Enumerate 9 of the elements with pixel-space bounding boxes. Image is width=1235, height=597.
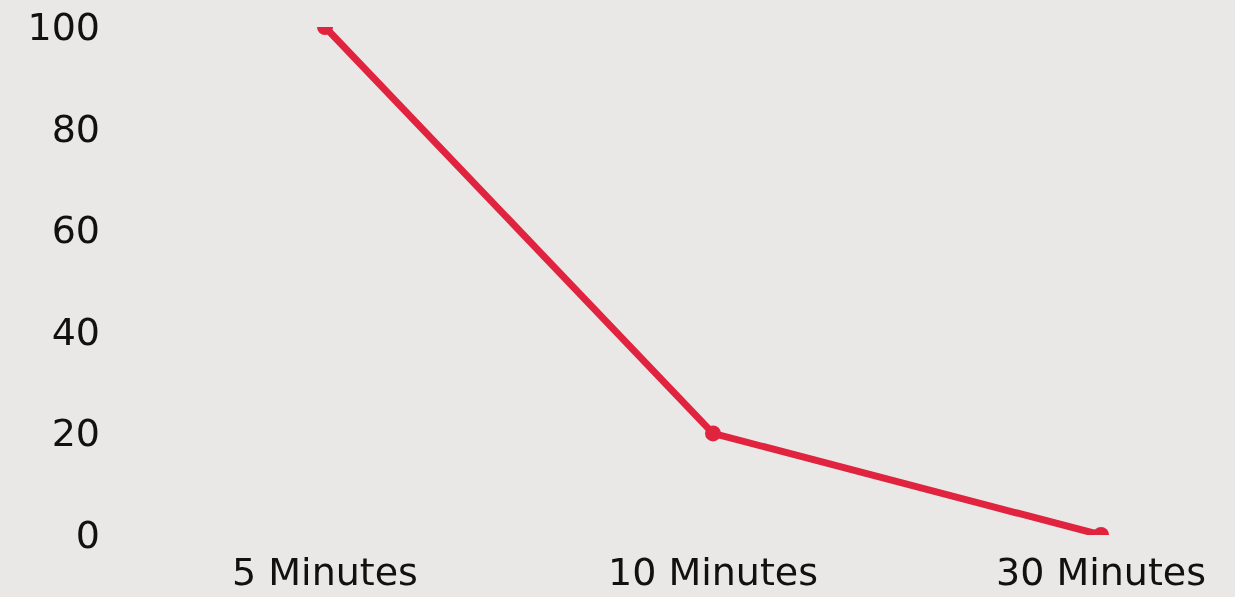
y-tick-label: 40 (51, 309, 100, 354)
x-tick-label: 5 Minutes (232, 550, 418, 594)
x-tick-label: 30 Minutes (995, 550, 1207, 594)
y-tick-label: 20 (51, 411, 100, 456)
y-tick-label: 100 (27, 5, 100, 49)
y-tick-label: 0 (75, 513, 100, 557)
y-tick-label: 60 (51, 208, 100, 253)
x-tick-label: 10 Minutes (607, 550, 819, 594)
y-tick-label: 80 (51, 106, 100, 151)
